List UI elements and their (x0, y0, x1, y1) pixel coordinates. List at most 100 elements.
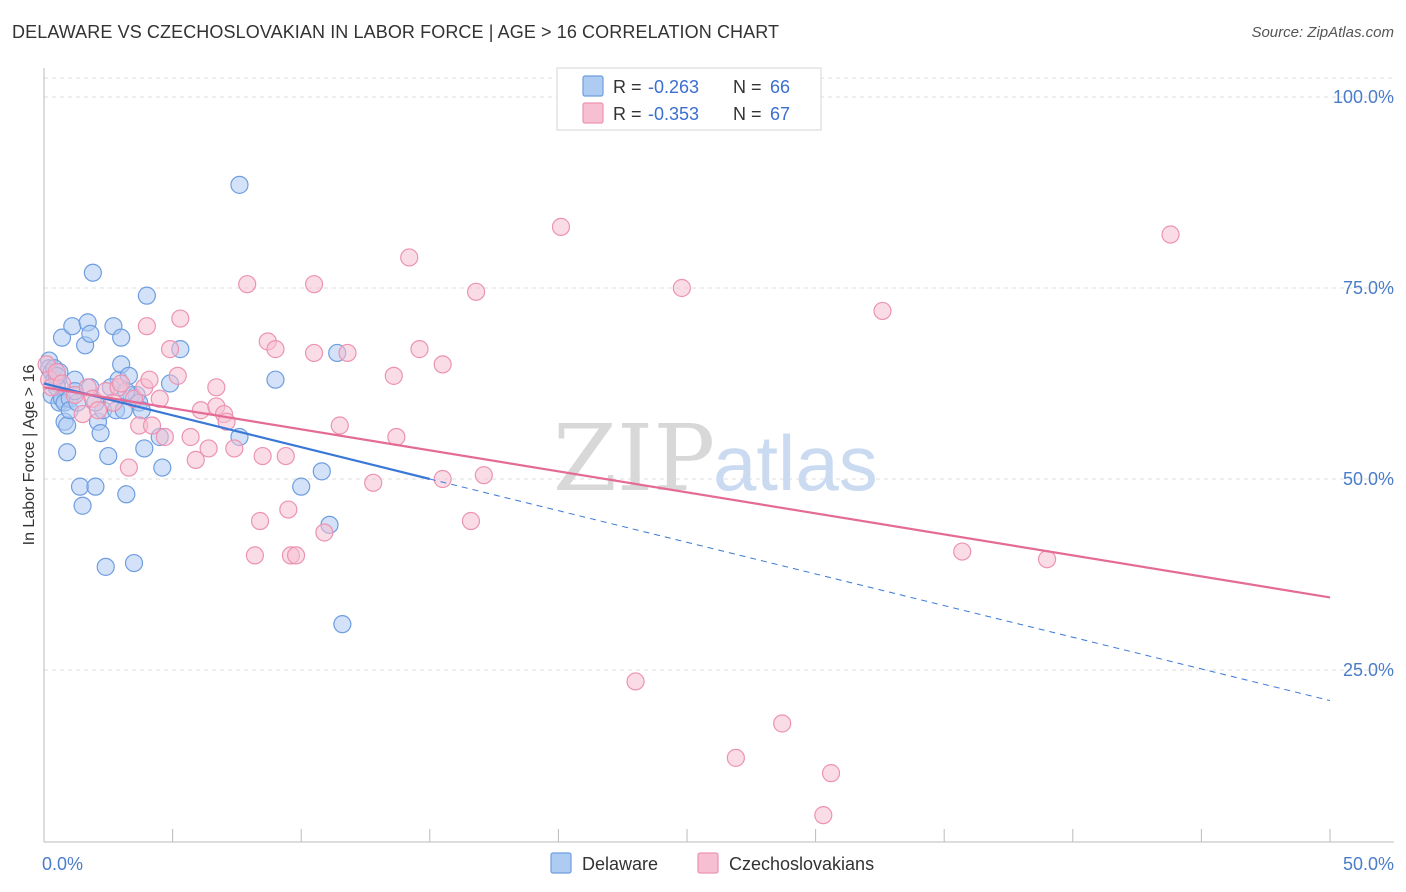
czech-point-51 (384, 366, 403, 385)
x-tick-label-right: 50.0% (1343, 854, 1394, 874)
czech-point-42 (279, 500, 298, 519)
delaware-trendline-projection (429, 478, 1331, 702)
legend-box: R = -0.263 N = 66 R = -0.353 N = 67 (556, 67, 822, 131)
czech-point-48 (338, 343, 357, 363)
delaware-point-46 (135, 439, 154, 458)
czech-point-54 (410, 340, 429, 359)
czech-point-27 (186, 450, 205, 469)
y-tick-label-2: 50.0% (1343, 469, 1394, 489)
czech-point-44 (286, 546, 306, 565)
delaware-trendline (43, 382, 431, 481)
czech-point-36 (250, 511, 270, 531)
czech-point-26 (181, 427, 200, 447)
x-ticks (43, 829, 1331, 842)
y-tick-labels: 100.0% 75.0% 50.0% 25.0% (1333, 87, 1394, 680)
czech-point-40 (266, 340, 285, 359)
watermark-zip: ZIP (553, 405, 715, 512)
czech-point-28 (191, 401, 210, 420)
czech-point-22 (155, 427, 174, 447)
delaware-point-59 (333, 615, 352, 634)
delaware-point-52 (230, 175, 249, 194)
czech-point-66 (821, 764, 841, 783)
czech-trendline (43, 386, 1331, 599)
delaware-point-22 (73, 496, 92, 515)
czech-point-37 (245, 546, 265, 565)
czech-point-25 (171, 309, 190, 328)
watermark-atlas: atlas (713, 419, 878, 507)
bottom-legend: Delaware Czechoslovakians (550, 852, 874, 874)
delaware-point-55 (292, 477, 311, 496)
chart-title: DELAWARE VS CZECHOSLOVAKIAN IN LABOR FOR… (12, 22, 780, 42)
czech-point-46 (304, 343, 324, 363)
delaware-point-26 (83, 263, 102, 282)
grid-lines (44, 77, 1394, 671)
legend-n-value-czech: 67 (770, 104, 790, 124)
legend-n-label-delaware: N = (733, 77, 762, 97)
czech-point-34 (225, 439, 244, 458)
delaware-point-18 (63, 317, 82, 336)
czech-point-59 (474, 466, 493, 485)
legend-r-value-delaware: -0.263 (648, 77, 699, 97)
delaware-point-14 (58, 443, 77, 462)
y-tick-label-1: 75.0% (1343, 278, 1394, 298)
czech-point-13 (112, 374, 131, 393)
delaware-point-56 (312, 462, 331, 481)
x-tick-label-left: 0.0% (42, 854, 83, 874)
delaware-point-31 (96, 557, 115, 576)
czech-point-9 (88, 401, 108, 420)
bottom-legend-swatch-delaware[interactable] (550, 852, 572, 874)
czech-point-60 (551, 217, 571, 236)
czech-point-67 (873, 301, 892, 321)
axes (43, 68, 1394, 843)
czech-point-19 (140, 370, 159, 389)
delaware-point-37 (112, 328, 131, 347)
czech-point-61 (626, 672, 645, 691)
czech-point-64 (773, 714, 792, 733)
legend-r-label-delaware: R = (613, 77, 642, 97)
delaware-point-49 (153, 458, 172, 477)
czech-point-62 (672, 278, 691, 298)
legend-r-value-czech: -0.353 (648, 104, 699, 124)
bottom-legend-label-delaware[interactable]: Delaware (582, 854, 658, 874)
delaware-point-39 (117, 485, 136, 504)
czech-point-56 (433, 469, 452, 489)
czech-point-53 (400, 248, 419, 267)
legend-n-label-czech: N = (733, 104, 762, 124)
czech-point-45 (304, 275, 324, 294)
delaware-point-15 (58, 416, 77, 435)
czech-point-35 (238, 275, 257, 294)
czech-point-65 (814, 806, 833, 825)
y-axis-label: In Labor Force | Age > 16 (21, 365, 38, 546)
delaware-point-29 (91, 424, 110, 443)
legend-swatch-delaware (582, 75, 604, 97)
delaware-point-54 (266, 370, 285, 389)
czech-point-68 (953, 542, 972, 561)
delaware-point-21 (70, 477, 90, 496)
trendlines (43, 382, 1331, 702)
czech-point-29 (199, 439, 218, 458)
czech-point-6 (73, 404, 92, 424)
czech-point-63 (726, 748, 745, 767)
watermark: ZIP atlas (553, 405, 878, 512)
czech-point-47 (315, 523, 334, 542)
y-tick-label-0: 100.0% (1333, 87, 1394, 107)
czech-point-50 (364, 473, 383, 492)
legend-swatch-czech (582, 102, 604, 124)
bottom-legend-swatch-czech[interactable] (697, 852, 719, 874)
source-credit: Source: ZipAtlas.com (1251, 24, 1394, 41)
delaware-point-25 (81, 324, 100, 343)
czech-point-14 (119, 458, 138, 477)
delaware-point-27 (86, 477, 105, 496)
delaware-point-11 (52, 328, 72, 347)
bottom-legend-label-czech[interactable]: Czechoslovakians (729, 854, 874, 874)
czech-point-38 (253, 446, 272, 466)
czech-point-18 (137, 317, 156, 336)
delaware-point-32 (99, 446, 118, 466)
legend-r-label-czech: R = (613, 104, 642, 124)
czech-point-24 (168, 366, 187, 385)
czech-point-23 (160, 340, 180, 359)
legend-n-value-delaware: 66 (770, 77, 790, 97)
czech-point-55 (433, 355, 452, 374)
series-czech (37, 217, 1180, 825)
